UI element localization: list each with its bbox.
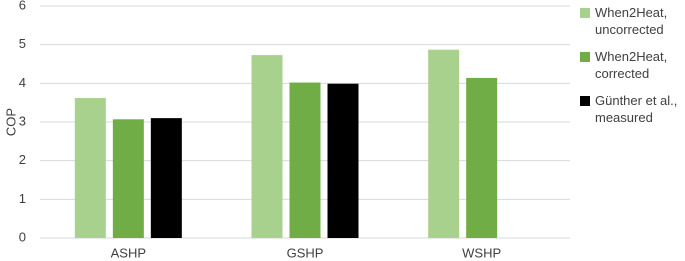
- y-tick-label: 6: [19, 0, 26, 12]
- legend-item: When2Heat, uncorrected: [580, 4, 684, 38]
- legend-label: When2Heat, corrected: [595, 49, 668, 81]
- legend-item: When2Heat, corrected: [580, 48, 684, 82]
- legend-swatch: [580, 96, 590, 106]
- bar: [74, 98, 106, 238]
- legend-label: Günther et al., measured: [595, 93, 678, 125]
- y-tick-label: 0: [19, 229, 26, 244]
- x-tick-label: ASHP: [111, 245, 146, 260]
- legend-swatch: [580, 52, 590, 62]
- y-tick-label: 5: [19, 36, 26, 51]
- y-axis-label: COP: [3, 108, 18, 136]
- x-tick-label: GSHP: [287, 245, 324, 260]
- bar: [112, 119, 144, 238]
- bar: [251, 55, 283, 239]
- bar: [327, 83, 359, 238]
- legend-item: Günther et al., measured: [580, 92, 684, 126]
- y-tick-label: 3: [19, 113, 26, 128]
- y-tick-label: 2: [19, 152, 26, 167]
- bar: [466, 77, 498, 238]
- legend-swatch: [580, 8, 590, 18]
- legend-label: When2Heat, uncorrected: [595, 5, 668, 37]
- plot: COP 0 1 2 3 4 5 6 ASHP GSHP WSHP: [3, 0, 570, 260]
- x-tick-label: WSHP: [462, 245, 501, 260]
- bar: [289, 82, 321, 238]
- y-tick-label: 1: [19, 191, 26, 206]
- bar: [150, 118, 182, 238]
- legend: When2Heat, uncorrected When2Heat, correct…: [580, 4, 684, 136]
- y-tick-label: 4: [19, 75, 26, 90]
- bar: [428, 49, 460, 239]
